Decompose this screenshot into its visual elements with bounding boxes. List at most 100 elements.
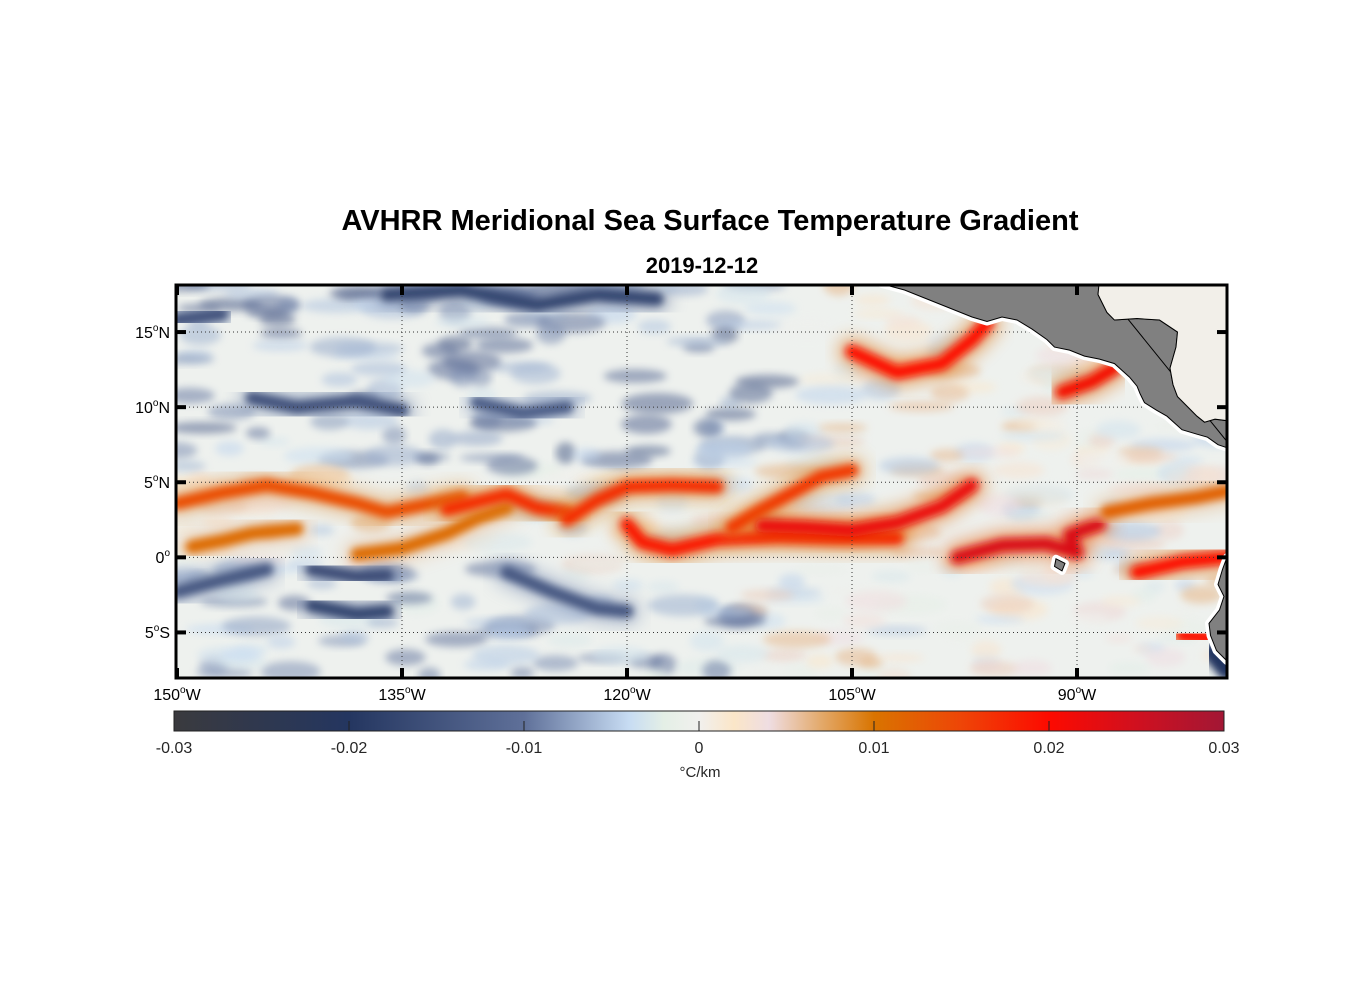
texture-blob (329, 286, 387, 301)
texture-blob (290, 546, 323, 559)
texture-blob (705, 407, 756, 421)
cold-band-3s-137 (305, 598, 394, 621)
texture-blob (700, 607, 753, 617)
texture-blob (177, 525, 199, 535)
texture-blob (646, 581, 680, 593)
texture-blob (283, 447, 354, 465)
texture-blob (1132, 644, 1153, 653)
texture-blob (875, 653, 925, 663)
warm-front-0n-82 (1130, 550, 1226, 579)
texture-blob (993, 461, 1045, 479)
lon-label-number: 135 (378, 687, 406, 704)
texture-blob (1066, 611, 1109, 627)
warm-front-5s-82 (1175, 628, 1219, 645)
texture-blob (475, 337, 534, 354)
texture-blob (823, 286, 855, 296)
land-layer (878, 286, 1226, 665)
texture-blob (980, 593, 1034, 614)
texture-blob (416, 453, 439, 465)
texture-blob (1002, 485, 1075, 505)
texture-blob (259, 328, 303, 339)
texture-blob (1113, 467, 1174, 482)
texture-blob (458, 327, 518, 340)
texture-blob (177, 286, 210, 292)
texture-blob (1015, 418, 1051, 430)
texture-blob (793, 565, 847, 575)
lon-label: 105oW (828, 685, 875, 705)
colorbar-tick-label: 0.02 (1033, 740, 1065, 757)
texture-blob (795, 385, 868, 405)
texture-blob (750, 667, 802, 677)
colorbar-tick-label: 0.03 (1208, 740, 1240, 757)
texture-blob (1101, 595, 1142, 607)
texture-blob (1104, 634, 1133, 643)
texture-blob (888, 400, 955, 412)
warm-front-3n-85 (1100, 484, 1226, 519)
texture-blob (469, 368, 492, 387)
cold-band-10n-140 (245, 391, 409, 417)
lon-label-number: 150 (153, 687, 181, 704)
texture-blob (930, 384, 969, 402)
lat-label: 5oS (145, 623, 170, 643)
texture-blob (861, 378, 901, 400)
colorbar-tick-label: -0.03 (155, 740, 193, 757)
texture-blob (798, 372, 863, 386)
texture-blob (1158, 463, 1189, 480)
texture-blob (245, 427, 271, 440)
texture-blob (464, 618, 532, 628)
texture-blob (729, 382, 773, 404)
texture-blob (202, 516, 234, 528)
degree-symbol: o (152, 473, 159, 485)
texture-blob (666, 336, 729, 347)
lon-label-hemisphere: W (860, 687, 876, 704)
lon-label: 90oW (1058, 685, 1096, 705)
texture-blob (252, 339, 309, 352)
texture-blob (885, 315, 921, 329)
texture-blob (260, 661, 321, 677)
texture-blob (871, 570, 911, 583)
axis-ticks (175, 285, 1227, 678)
texture-blob (859, 658, 883, 669)
texture-blob (385, 649, 426, 666)
degree-symbol: o (1075, 685, 1082, 696)
texture-blob (1175, 606, 1199, 618)
texture-blob (442, 350, 502, 372)
warm-front-2n-105 (755, 478, 979, 537)
texture-blob (591, 645, 650, 665)
texture-blob (177, 421, 238, 434)
texture-blob (878, 456, 940, 475)
texture-blob (364, 444, 424, 466)
texture-blob (971, 661, 1004, 670)
texture-blob (1003, 563, 1048, 573)
south-america-landmass (1208, 558, 1226, 661)
cold-band-15n-west (177, 307, 229, 327)
texture-blob (621, 414, 672, 434)
lon-label-number: 90 (1057, 687, 1076, 704)
texture-blob (1145, 647, 1186, 667)
texture-blob (1095, 420, 1141, 440)
lon-label: 150oW (153, 685, 200, 705)
texture-blob (510, 363, 561, 385)
texture-blob (1171, 456, 1204, 466)
texture-blob (177, 460, 206, 472)
texture-blob (696, 439, 752, 460)
texture-blob (1135, 616, 1184, 631)
texture-blob (766, 435, 835, 453)
galapagos-landmass (1053, 558, 1066, 572)
degree-symbol: o (855, 685, 861, 696)
texture-blob (451, 430, 503, 447)
texture-blob (257, 437, 291, 447)
texture-blob (715, 286, 771, 305)
texture-blob (642, 667, 669, 677)
lon-label-hemisphere: W (635, 687, 651, 704)
texture-blob (321, 372, 358, 387)
texture-blob (1100, 521, 1162, 541)
caribbean-sea (1097, 286, 1226, 423)
lat-label-hemisphere: S (159, 625, 170, 643)
texture-blob (854, 294, 891, 306)
texture-blob (555, 442, 576, 464)
texture-blob (603, 369, 667, 383)
front-features-layer (177, 286, 1226, 677)
texture-blob (177, 442, 198, 459)
texture-blob (702, 660, 731, 677)
